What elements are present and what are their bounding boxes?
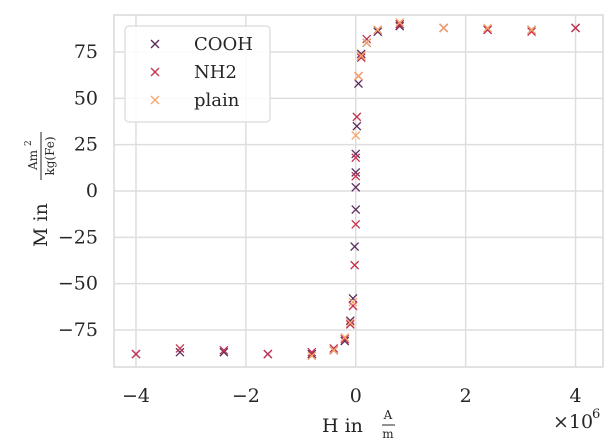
data-point — [395, 19, 405, 29]
data-point — [307, 351, 317, 361]
x-tick-label: −4 — [122, 385, 150, 407]
y-axis-unit-numerator: Am — [26, 149, 40, 171]
data-point — [354, 71, 363, 81]
data-point — [439, 23, 449, 33]
data-point — [373, 25, 383, 35]
legend-marker — [150, 39, 160, 49]
data-point — [527, 25, 537, 35]
data-point — [219, 345, 229, 355]
legend-label: plain — [194, 90, 240, 111]
legend-label: NH2 — [194, 62, 237, 83]
y-tick-label: 50 — [74, 87, 98, 109]
series-plain — [307, 17, 537, 361]
data-point — [395, 17, 405, 27]
data-point — [219, 347, 229, 357]
plot-frame — [113, 14, 604, 368]
y-tick-label: −50 — [58, 273, 98, 295]
data-point — [329, 345, 339, 355]
data-point — [348, 293, 358, 303]
data-point — [351, 149, 361, 159]
legend-marker — [150, 67, 160, 77]
data-point — [329, 344, 339, 353]
data-point — [307, 347, 317, 357]
data-point — [345, 318, 355, 327]
data-point — [340, 332, 350, 342]
data-point — [351, 205, 361, 214]
data-point — [350, 260, 360, 270]
data-point — [352, 112, 362, 122]
data-point — [483, 25, 493, 35]
data-point — [350, 242, 360, 252]
data-point — [307, 349, 317, 359]
data-point — [571, 23, 580, 33]
data-point — [362, 34, 372, 44]
legend-marker — [150, 95, 160, 105]
data-point — [351, 153, 361, 163]
y-axis-label: M in Am 2 kg(Fe) — [24, 132, 57, 247]
data-point — [352, 121, 362, 131]
data-point — [175, 344, 185, 353]
y-tick-labels: −75 −50 −25 0 25 50 75 — [58, 41, 98, 341]
x-tick-label: 0 — [350, 385, 362, 407]
data-point — [356, 49, 366, 59]
x-scale-base: ×10 — [553, 411, 593, 433]
y-tick-label: −25 — [58, 226, 98, 248]
data-point — [345, 319, 355, 329]
data-point — [340, 336, 350, 346]
data-point — [356, 53, 366, 63]
x-axis-label-prefix: H in — [322, 415, 363, 437]
data-point — [354, 79, 363, 89]
data-point — [131, 349, 141, 359]
data-point — [351, 171, 361, 181]
y-tick-label: 25 — [74, 134, 98, 156]
x-scale-exponent: 6 — [592, 407, 600, 422]
data-point — [351, 219, 361, 229]
legend: COOH NH2 plain — [124, 25, 271, 123]
x-tick-label: 4 — [569, 385, 581, 407]
data-point — [373, 27, 383, 37]
data-point — [263, 349, 273, 359]
x-tick-label: 2 — [460, 385, 472, 407]
data-point — [351, 130, 361, 140]
data-point — [175, 347, 185, 357]
y-axis-unit-numerator-exponent: 2 — [24, 140, 34, 146]
data-point — [348, 301, 358, 311]
data-marks — [131, 17, 580, 361]
y-tick-label: −75 — [58, 319, 98, 341]
y-axis-label-prefix: M in — [30, 203, 52, 247]
data-point — [340, 334, 350, 344]
x-axis-label: H in A m — [322, 408, 395, 441]
x-axis-unit-numerator: A — [383, 408, 393, 422]
y-tick-label: 75 — [74, 41, 98, 63]
legend-box — [124, 25, 271, 123]
x-tick-labels: −4 −2 0 2 4 — [122, 385, 582, 407]
y-tick-label: 0 — [86, 180, 98, 202]
data-point — [395, 21, 405, 31]
data-point — [348, 297, 358, 307]
data-point — [527, 27, 537, 37]
data-point — [351, 182, 361, 192]
data-point — [362, 38, 372, 48]
data-point — [345, 316, 355, 326]
legend-label: COOH — [194, 34, 253, 55]
x-scale-note: ×10 6 — [553, 407, 600, 433]
data-point — [351, 168, 361, 177]
x-axis-unit-denominator: m — [382, 427, 394, 441]
data-point — [483, 23, 493, 33]
x-tick-label: −2 — [232, 385, 260, 407]
y-axis-unit-denominator: kg(Fe) — [43, 136, 57, 175]
data-point — [356, 51, 366, 61]
